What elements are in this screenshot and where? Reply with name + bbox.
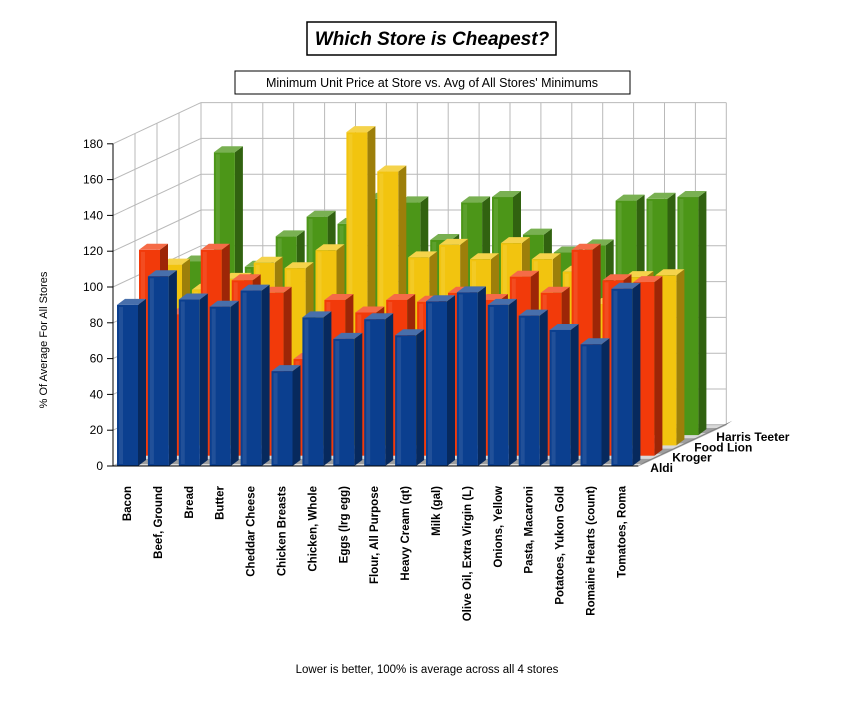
- bars: [117, 126, 707, 466]
- bar-aldi: [178, 293, 208, 466]
- x-category-label: Pasta, Macaroni: [524, 486, 536, 574]
- x-category-label: Bacon: [122, 486, 134, 521]
- x-category-label: Beef, Ground: [153, 486, 165, 559]
- bar-aldi: [549, 324, 579, 466]
- x-category-label: Onions, Yellow: [493, 486, 505, 568]
- bar-aldi: [240, 284, 270, 466]
- bar-aldi: [456, 286, 486, 466]
- y-tick-label: 80: [90, 316, 104, 330]
- y-tick-label: 160: [83, 173, 103, 187]
- bar-aldi: [426, 295, 455, 466]
- x-category-label: Chicken, Whole: [307, 486, 319, 572]
- bar-aldi: [580, 338, 610, 466]
- y-tick-label: 40: [90, 387, 104, 401]
- title-box: Which Store is Cheapest?: [306, 21, 557, 56]
- bar-aldi: [117, 298, 146, 466]
- y-tick-label: 0: [96, 459, 103, 473]
- bar-aldi: [302, 311, 332, 466]
- chart-title: Which Store is Cheapest?: [315, 29, 550, 50]
- x-category-label: Potatoes, Yukon Gold: [555, 486, 567, 605]
- x-category-label: Milk (gal): [431, 486, 443, 536]
- bar-aldi: [209, 300, 239, 466]
- bar-aldi: [487, 298, 517, 466]
- bar-aldi: [147, 270, 177, 466]
- y-tick-label: 20: [90, 423, 104, 437]
- bar-aldi: [518, 309, 548, 466]
- series-label: Food Lion: [694, 440, 752, 454]
- series-label: Harris Teeter: [716, 430, 789, 444]
- x-category-label: Romaine Hearts (count): [586, 486, 598, 616]
- bar-aldi: [333, 332, 363, 466]
- x-category-label: Flour, All Purpose: [369, 486, 381, 584]
- chart-subtitle: Minimum Unit Price at Store vs. Avg of A…: [266, 76, 598, 90]
- y-tick-label: 120: [83, 244, 103, 258]
- x-category-label: Heavy Cream (qt): [400, 486, 412, 581]
- bar-aldi: [395, 329, 425, 466]
- x-category-label: Olive Oil, Extra Virgin (L): [462, 486, 474, 621]
- y-tick-label: 100: [83, 280, 103, 294]
- subtitle-box: Minimum Unit Price at Store vs. Avg of A…: [234, 70, 631, 95]
- bar-aldi: [364, 313, 394, 466]
- y-tick-label: 180: [83, 137, 103, 151]
- y-tick-label: 60: [90, 352, 104, 366]
- x-category-label: Eggs (lrg egg): [338, 486, 350, 563]
- bar-aldi: [271, 365, 301, 466]
- x-category-label: Chicken Breasts: [277, 486, 289, 576]
- labels: 0 20 40 60 80 100 120 140 160 180 Bacon Beef, Groun…: [83, 137, 790, 621]
- series-label: Kroger: [672, 451, 712, 465]
- x-category-label: Cheddar Cheese: [246, 486, 258, 577]
- floor-edge: [638, 420, 733, 466]
- y-tick-label: 140: [83, 208, 103, 222]
- bar-aldi: [611, 282, 641, 466]
- series-label: Aldi: [650, 461, 673, 475]
- x-category-label: Butter: [215, 485, 227, 519]
- x-category-label: Bread: [184, 486, 196, 519]
- x-category-label: Tomatoes, Roma: [616, 485, 628, 577]
- footnote: Lower is better, 100% is average across …: [296, 664, 559, 676]
- y-axis-label: % Of Average For All Stores: [38, 271, 50, 408]
